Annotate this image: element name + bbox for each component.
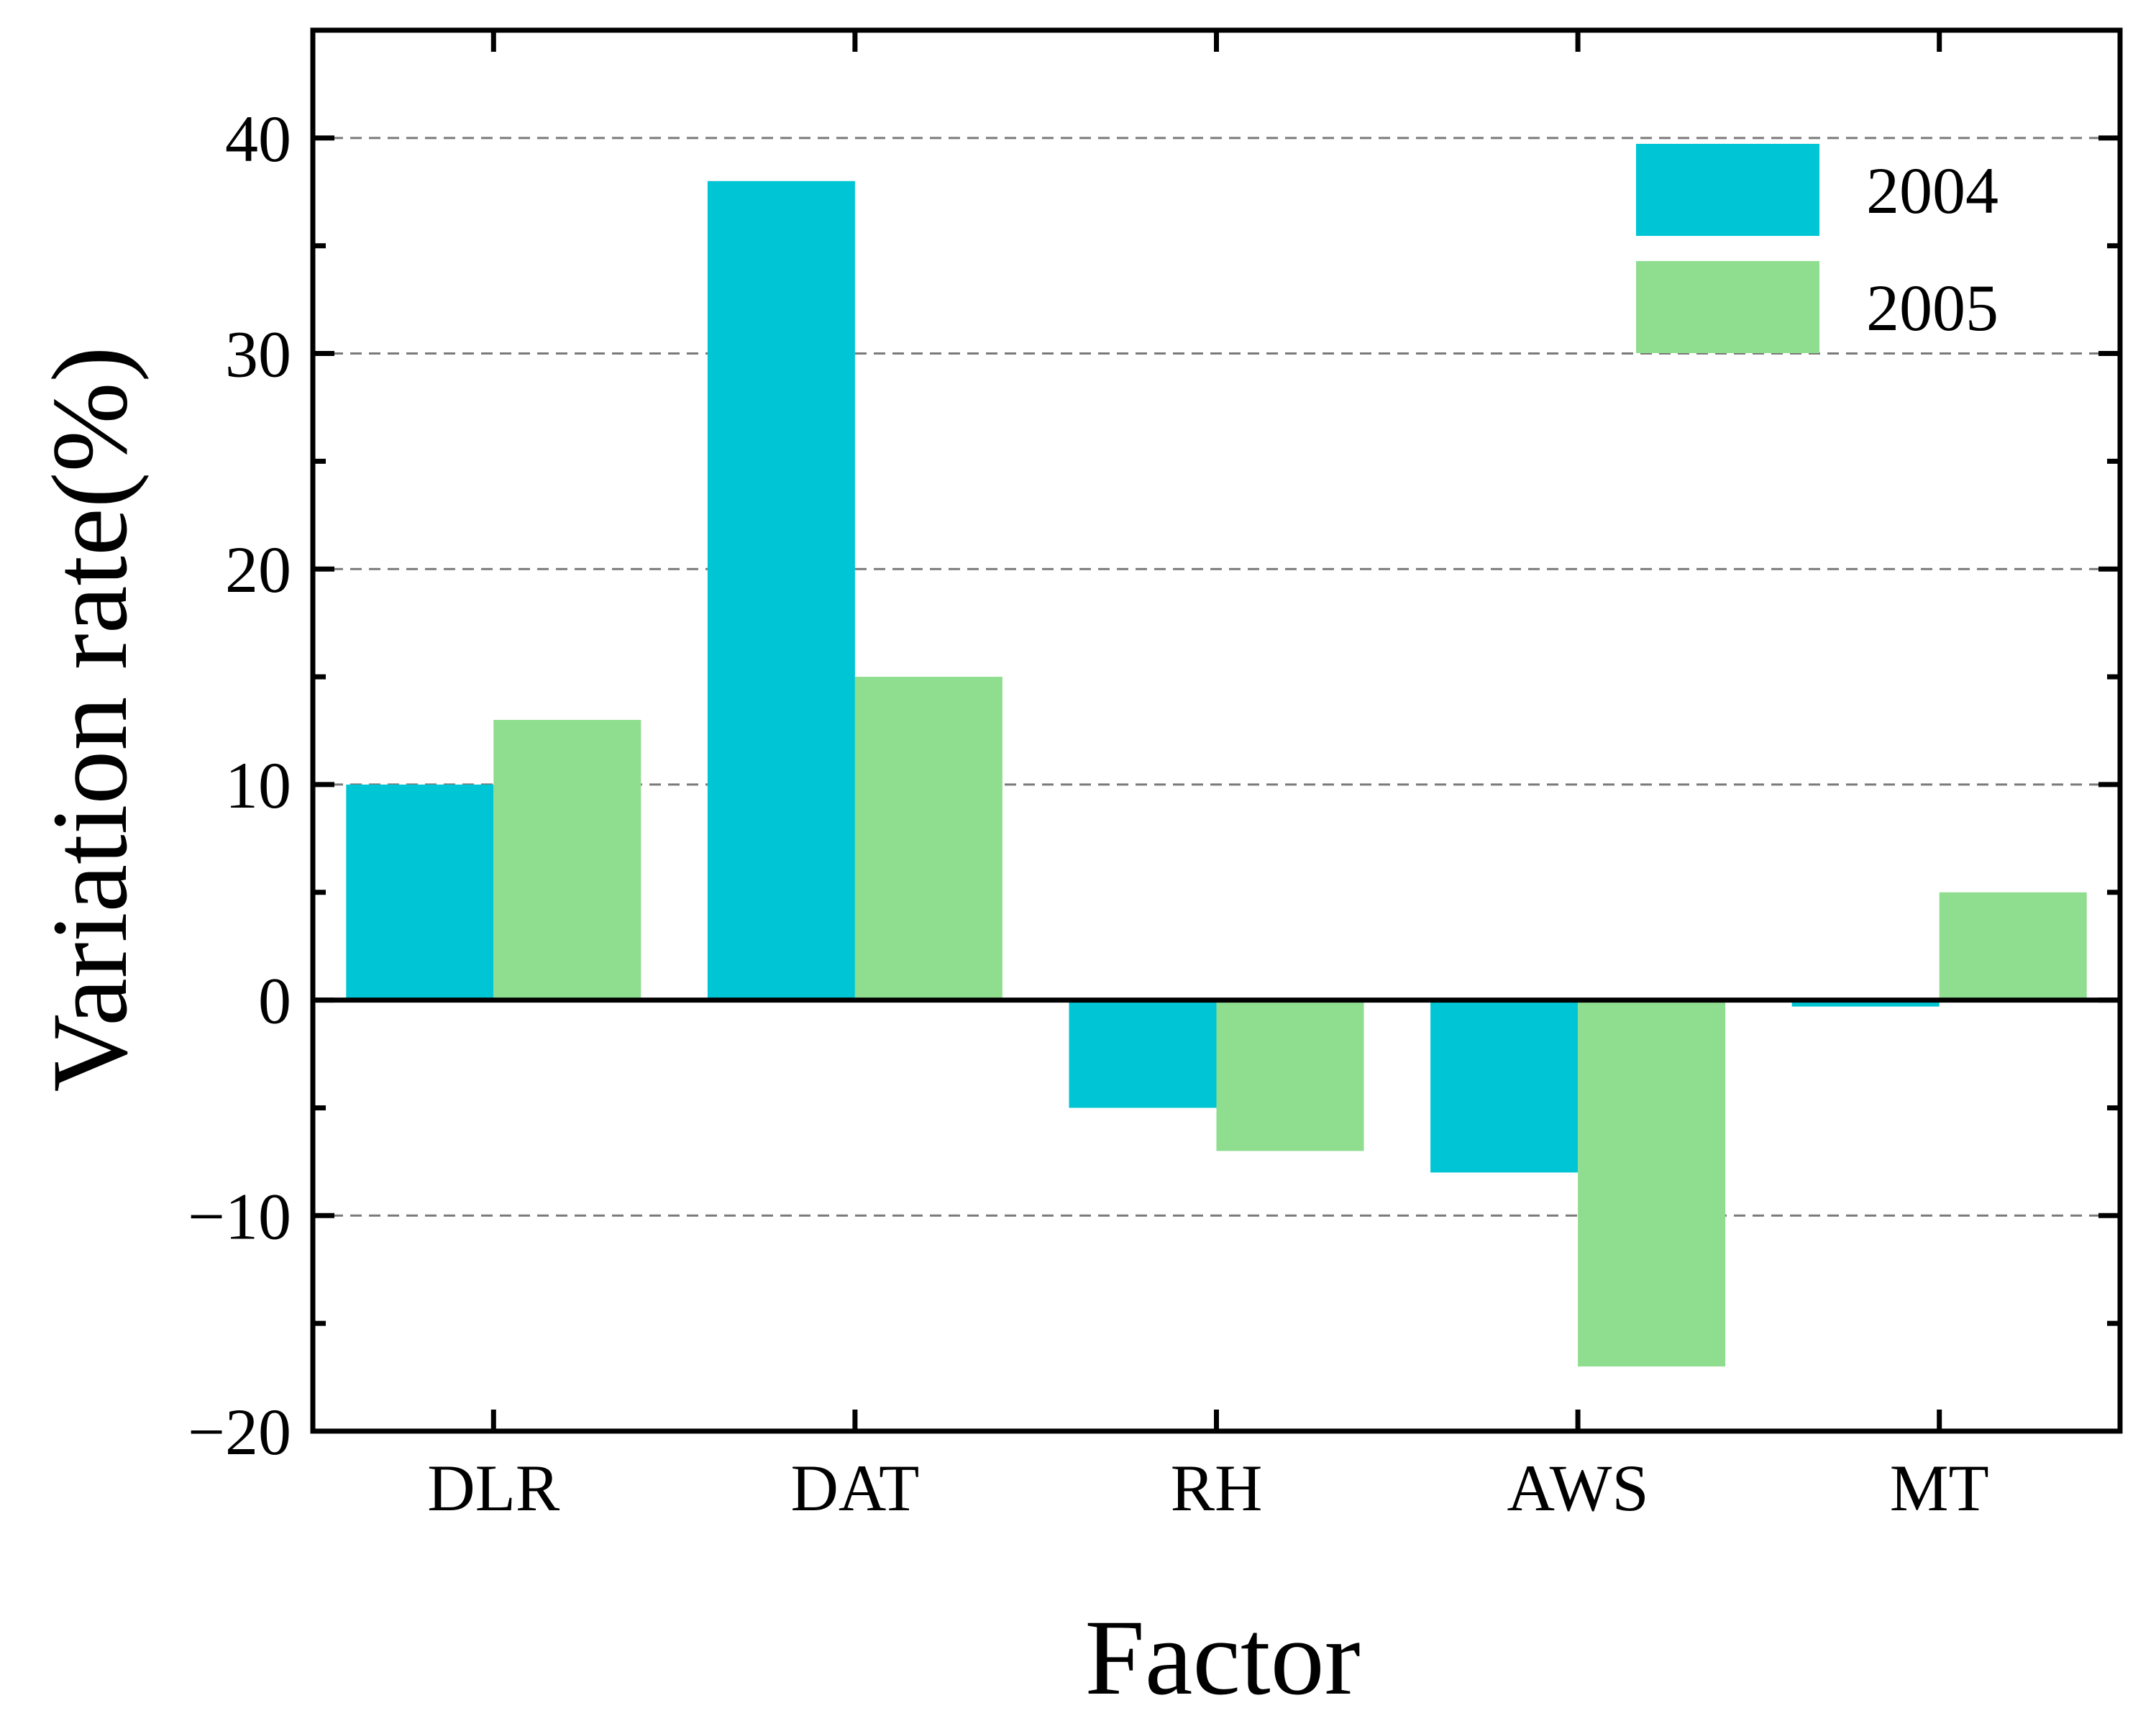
bar-2004-DLR xyxy=(346,784,494,1000)
y-tick-label: −20 xyxy=(188,1395,291,1469)
bar-2004-MT xyxy=(1791,1000,1940,1007)
y-tick-label: 30 xyxy=(225,318,291,391)
legend-swatch-2004 xyxy=(1636,144,1819,236)
axes: −20 −10 0 10 20 30 40 DLR DAT RH AWS MT xyxy=(188,27,2123,1525)
legend-label-2004: 2004 xyxy=(1866,154,1999,227)
bar-2005-RH xyxy=(1216,1000,1364,1151)
bar-2004-RH xyxy=(1069,1000,1217,1108)
bar-2005-AWS xyxy=(1578,1000,1726,1367)
legend-label-2005: 2005 xyxy=(1866,271,1999,344)
bar-2004-AWS xyxy=(1430,1000,1579,1173)
x-tick-label: DAT xyxy=(790,1451,919,1525)
y-tick-label: 40 xyxy=(225,102,291,175)
x-axis-title: Factor xyxy=(1084,1598,1360,1717)
x-tick-label: RH xyxy=(1171,1451,1263,1525)
legend-swatch-2005 xyxy=(1636,261,1819,353)
bar-2005-DLR xyxy=(493,720,641,1000)
bars xyxy=(346,181,2087,1367)
y-axis-title: Variation rate(%) xyxy=(30,347,150,1092)
bar-2004-DAT xyxy=(707,181,855,1000)
x-tick-label: MT xyxy=(1890,1451,1989,1525)
legend: 2004 2005 xyxy=(1636,144,1999,353)
y-tick-label: 0 xyxy=(258,964,291,1038)
bar-2005-MT xyxy=(1939,892,2087,1000)
x-tick-label: AWS xyxy=(1507,1451,1649,1525)
x-tick-label: DLR xyxy=(427,1451,560,1525)
y-tick-label: −10 xyxy=(188,1179,291,1253)
y-tick-label: 20 xyxy=(225,533,291,606)
bar-2005-DAT xyxy=(854,677,1002,1000)
y-tick-label: 10 xyxy=(225,749,291,822)
